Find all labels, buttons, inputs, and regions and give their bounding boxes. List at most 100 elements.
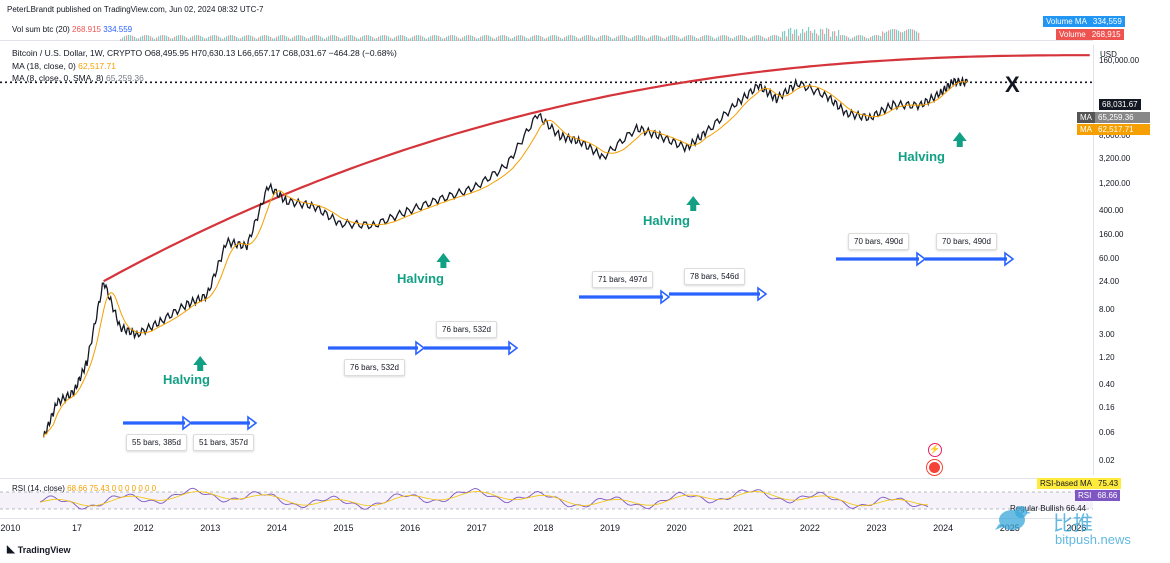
volume-bar: [354, 36, 356, 41]
volume-bar: [494, 38, 496, 41]
volume-bar: [344, 36, 346, 41]
volume-bar: [500, 35, 502, 41]
price-axis[interactable]: USD: [1093, 45, 1153, 475]
volume-bar: [788, 28, 790, 41]
time-tick-label: 2016: [400, 523, 421, 533]
halving-label-2020: Halving: [643, 213, 690, 228]
volume-bar: [748, 38, 750, 41]
volume-bar: [502, 35, 504, 41]
rsi-pane[interactable]: RSI (14, close) 68.66 75.43 0 0 0 0 0 0 …: [0, 478, 1093, 518]
volume-bar: [426, 38, 428, 41]
volume-bar: [610, 37, 612, 41]
volume-bar: [234, 35, 236, 41]
price-tick-label: 24.00: [1099, 277, 1120, 287]
volume-bar: [656, 35, 658, 41]
volume-bar: [330, 35, 332, 41]
volume-bar: [364, 35, 366, 41]
volume-bar: [710, 36, 712, 41]
volume-bar: [606, 35, 608, 41]
volume-bar: [528, 38, 530, 41]
volume-bar: [386, 35, 388, 41]
volume-bar: [516, 35, 518, 41]
volume-bar: [742, 35, 744, 41]
volume-bar: [824, 33, 826, 41]
price-chart[interactable]: [0, 0, 1093, 520]
halving-arrow-stem-1: [440, 262, 447, 268]
ma8-label: MA (8, close, 0, SMA, 8): [12, 73, 104, 83]
volume-bar: [456, 36, 458, 41]
volume-bar: [460, 38, 462, 41]
volume-bar: [416, 35, 418, 41]
volume-bar: [654, 35, 656, 41]
time-tick-label: 2018: [533, 523, 554, 533]
volume-bar: [536, 35, 538, 41]
volume-bar: [314, 35, 316, 41]
volume-bar: [678, 37, 680, 41]
volume-bar: [912, 29, 914, 41]
volume-bar: [560, 37, 562, 41]
volume-bar: [910, 29, 912, 41]
volume-bar: [182, 35, 184, 41]
volume-bar: [842, 35, 844, 41]
volume-bar: [504, 35, 506, 41]
volume-bar: [510, 38, 512, 41]
flag-event-icon[interactable]: [927, 460, 942, 475]
volume-bar: [252, 36, 254, 41]
bars-label-1: 55 bars, 385d: [126, 434, 187, 451]
volume-bar: [634, 36, 636, 41]
volume-bar: [594, 37, 596, 41]
volume-bar: [208, 36, 210, 41]
rsi-ma-tag-value: 75.43: [1095, 478, 1122, 489]
volume-bar: [332, 35, 334, 41]
time-tick-label: 2022: [799, 523, 820, 533]
volume-bar: [212, 35, 214, 41]
volume-bar: [862, 35, 864, 41]
volume-bar: [804, 32, 806, 41]
volume-bar: [342, 38, 344, 41]
volume-bar: [220, 37, 222, 41]
volume-bar: [826, 27, 828, 41]
volume-bar: [728, 36, 730, 41]
volume-bar: [836, 35, 838, 41]
volume-bar: [384, 35, 386, 41]
volume-bar: [236, 36, 238, 41]
ma8-value: 65,259.36: [106, 73, 144, 83]
volume-bar: [190, 37, 192, 41]
volume-bar: [514, 36, 516, 41]
volume-bar: [520, 35, 522, 41]
volume-bar: [684, 36, 686, 41]
time-tick-label: 2010: [0, 523, 21, 533]
volume-bar: [292, 37, 294, 41]
rsi-chart: [0, 487, 1093, 510]
bird-logo-icon: [995, 502, 1031, 534]
volume-bar: [626, 36, 628, 41]
volume-bar: [652, 35, 654, 41]
volume-bar: [730, 38, 732, 41]
volume-bar: [238, 38, 240, 41]
volume-pane: Vol sum btc (20) 268.915 334.559: [0, 15, 1093, 41]
volume-legend: Vol sum btc (20) 268.915 334.559: [12, 25, 132, 34]
volume-bar: [218, 36, 220, 41]
rsi-tag: RSI 68.66: [1075, 490, 1121, 501]
volume-bar: [120, 39, 122, 41]
volume-bar: [856, 35, 858, 41]
volume-bar: [582, 36, 584, 41]
volume-bar: [486, 35, 488, 41]
volume-bar: [168, 36, 170, 41]
volume-bar: [408, 38, 410, 41]
volume-bar: [720, 35, 722, 41]
lightning-event-icon[interactable]: ⚡: [928, 443, 942, 457]
volume-bar: [250, 35, 252, 41]
volume-bar: [650, 36, 652, 41]
bars-label-2: 51 bars, 357d: [193, 434, 254, 451]
volume-bar: [556, 35, 558, 41]
tradingview-brand[interactable]: ◣ TradingView: [7, 544, 71, 555]
volume-tag-label: Volume: [1056, 29, 1089, 40]
currency-label[interactable]: USD: [1100, 50, 1117, 59]
volume-bar: [870, 37, 872, 41]
volume-bar: [462, 37, 464, 41]
volume-bar: [698, 38, 700, 41]
ma18-line: MA (18, close, 0) 62,517.71: [12, 60, 397, 73]
volume-bar: [794, 29, 796, 41]
volume-bar: [704, 35, 706, 41]
